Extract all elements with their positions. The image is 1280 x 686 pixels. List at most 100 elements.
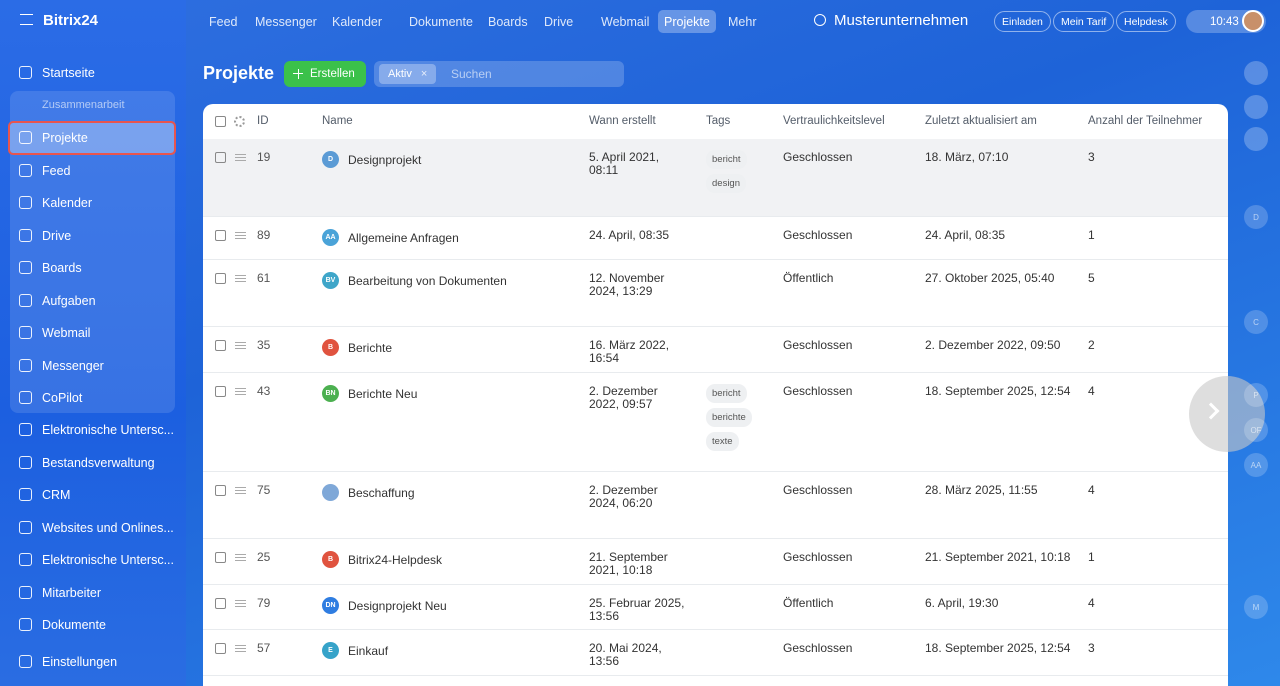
- select-all[interactable]: [215, 116, 226, 127]
- sidebar-item[interactable]: CRM: [10, 480, 174, 510]
- header-button[interactable]: Einladen: [994, 11, 1051, 32]
- nav-item[interactable]: Dokumente: [409, 14, 473, 29]
- drag-handle[interactable]: [235, 487, 246, 494]
- table-row[interactable]: 25 B Bitrix24-Helpdesk 21. September 2021, …: [203, 539, 1228, 585]
- row-checkbox[interactable]: [215, 273, 226, 284]
- drag-handle[interactable]: [235, 232, 246, 239]
- column-header[interactable]: Anzahl der Teilnehmer: [1088, 115, 1203, 127]
- search-box[interactable]: [374, 61, 624, 87]
- table-row[interactable]: 35 B Berichte 16. März 2022, 16:54 Geschloss…: [203, 327, 1228, 373]
- sidebar-item[interactable]: Einstellungen: [10, 647, 174, 677]
- row-checkbox[interactable]: [215, 598, 226, 609]
- nav-item[interactable]: Kalender: [332, 14, 383, 29]
- project-name[interactable]: Berichte: [348, 341, 393, 355]
- nav-item[interactable]: Projekte: [658, 10, 716, 33]
- tag[interactable]: design: [706, 174, 746, 193]
- row-checkbox[interactable]: [215, 386, 226, 397]
- sidebar-item[interactable]: Startseite: [10, 58, 174, 88]
- sidebar-item[interactable]: Dokumente: [10, 610, 174, 640]
- create-button[interactable]: Erstellen: [284, 61, 366, 87]
- table-row[interactable]: 57 E Einkauf 20. Mai 2024, 13:56 Geschlossen…: [203, 630, 1228, 676]
- row-checkbox[interactable]: [215, 552, 226, 563]
- drag-handle[interactable]: [235, 154, 246, 161]
- header-button[interactable]: Mein Tarif: [1053, 11, 1115, 32]
- column-header[interactable]: Zuletzt aktualisiert am: [925, 115, 1037, 127]
- column-header[interactable]: Wann erstellt: [589, 115, 656, 127]
- sidebar-item[interactable]: Kalender: [10, 188, 174, 218]
- tag[interactable]: bericht: [706, 384, 747, 403]
- rail-avatar[interactable]: D: [1244, 205, 1268, 229]
- sidebar-item[interactable]: Aufgaben: [10, 286, 174, 316]
- rail-avatar[interactable]: AA: [1244, 453, 1268, 477]
- search-icon[interactable]: [814, 14, 826, 26]
- sidebar-item[interactable]: Websites und Onlines...: [10, 513, 174, 543]
- tag[interactable]: bericht: [706, 150, 747, 169]
- sidebar-item[interactable]: Bestandsverwaltung: [10, 448, 174, 478]
- nav-item[interactable]: Mehr: [728, 14, 757, 29]
- row-checkbox[interactable]: [215, 340, 226, 351]
- rail-avatar[interactable]: M: [1244, 595, 1268, 619]
- chip-close[interactable]: ×: [420, 68, 428, 80]
- sidebar-item[interactable]: Drive: [10, 221, 174, 251]
- nav-item[interactable]: Messenger: [255, 14, 317, 29]
- rail-avatar[interactable]: P: [1244, 383, 1268, 407]
- sidebar-item[interactable]: Elektronische Untersc...: [10, 415, 174, 445]
- table-row[interactable]: 75 Beschaffung 2. Dezember 2024, 06:20 Gesc…: [203, 472, 1228, 539]
- sidebar-item[interactable]: Feed: [10, 156, 174, 186]
- company-name[interactable]: Musterunternehmen: [834, 12, 969, 29]
- sidebar-item[interactable]: Boards: [10, 253, 174, 283]
- table-row[interactable]: 61 BV Bearbeitung von Dokumenten 12. Novemb…: [203, 260, 1228, 327]
- tag[interactable]: texte: [706, 432, 739, 451]
- rail-icon[interactable]: [1244, 61, 1268, 85]
- rail-icon[interactable]: [1244, 127, 1268, 151]
- row-checkbox[interactable]: [215, 230, 226, 241]
- scroll-right[interactable]: [1189, 376, 1265, 452]
- drag-handle[interactable]: [235, 645, 246, 652]
- column-header[interactable]: Tags: [706, 115, 731, 127]
- project-name[interactable]: Designprojekt: [348, 153, 422, 167]
- project-name[interactable]: Bearbeitung von Dokumenten: [348, 274, 507, 288]
- project-name[interactable]: Designprojekt Neu: [348, 599, 447, 613]
- nav-item[interactable]: Feed: [209, 14, 238, 29]
- sidebar-item[interactable]: CoPilot: [10, 383, 174, 413]
- drag-handle[interactable]: [235, 275, 246, 282]
- column-header[interactable]: Vertraulichkeitslevel: [783, 115, 885, 127]
- project-name[interactable]: Berichte Neu: [348, 387, 418, 401]
- drag-handle[interactable]: [235, 342, 246, 349]
- column-header[interactable]: Name: [322, 115, 353, 127]
- table-row[interactable]: 89 AA Allgemeine Anfragen 24. April, 08:35 G…: [203, 217, 1228, 260]
- filter-chip[interactable]: Aktiv ×: [379, 64, 436, 84]
- menu-icon[interactable]: [20, 14, 33, 25]
- nav-item[interactable]: Webmail: [601, 14, 650, 29]
- tag[interactable]: berichte: [706, 408, 752, 427]
- drag-handle[interactable]: [235, 388, 246, 395]
- table-row[interactable]: 19 D Designprojekt 5. April 2021, 08:11 beri…: [203, 139, 1228, 217]
- project-name[interactable]: Bitrix24-Helpdesk: [348, 553, 443, 567]
- header-button[interactable]: Helpdesk: [1116, 11, 1176, 32]
- updated-date: 18. September 2025, 12:54: [925, 384, 1071, 398]
- rail-avatar[interactable]: OF: [1244, 418, 1268, 442]
- drag-handle[interactable]: [235, 600, 246, 607]
- row-checkbox[interactable]: [215, 643, 226, 654]
- project-name[interactable]: Beschaffung: [348, 486, 415, 500]
- sidebar-item[interactable]: Projekte: [8, 121, 176, 155]
- nav-item[interactable]: Boards: [488, 14, 528, 29]
- rail-icon[interactable]: [1244, 95, 1268, 119]
- drag-handle[interactable]: [235, 554, 246, 561]
- column-header[interactable]: ID: [257, 115, 269, 127]
- group-label[interactable]: Zusammenarbeit: [42, 99, 125, 111]
- sidebar-item[interactable]: Elektronische Untersc...: [10, 545, 174, 575]
- row-checkbox[interactable]: [215, 152, 226, 163]
- settings-icon[interactable]: [234, 116, 245, 127]
- table-row[interactable]: 43 BN Berichte Neu 2. Dezember 2022, 09:57 b…: [203, 373, 1228, 472]
- sidebar-item[interactable]: Mitarbeiter: [10, 578, 174, 608]
- nav-item[interactable]: Drive: [544, 14, 574, 29]
- table-row[interactable]: 79 DN Designprojekt Neu 25. Februar 2025, 1…: [203, 585, 1228, 630]
- rail-avatar[interactable]: C: [1244, 310, 1268, 334]
- sidebar-item[interactable]: Webmail: [10, 318, 174, 348]
- project-name[interactable]: Allgemeine Anfragen: [348, 231, 459, 245]
- row-checkbox[interactable]: [215, 485, 226, 496]
- project-name[interactable]: Einkauf: [348, 644, 389, 658]
- user-avatar[interactable]: [1242, 10, 1264, 32]
- sidebar-item[interactable]: Messenger: [10, 351, 174, 381]
